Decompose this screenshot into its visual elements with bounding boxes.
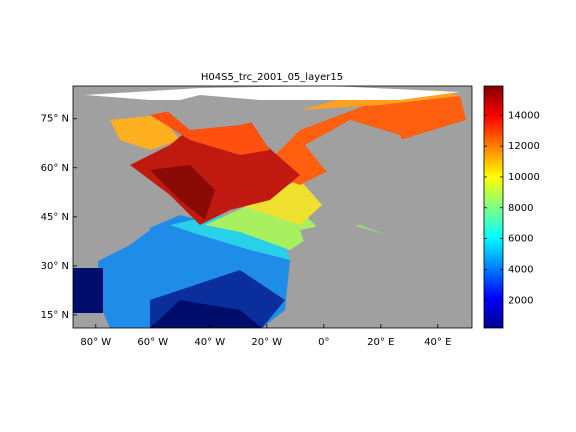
- colorbar-tick-label: 6000: [508, 234, 533, 245]
- x-tick-label: 20° W: [251, 337, 282, 348]
- x-tick-label: 20° E: [367, 337, 394, 348]
- colorbar-tick-label: 2000: [508, 295, 533, 306]
- land: [160, 95, 280, 130]
- land: [73, 130, 150, 275]
- map-frame: [72, 85, 473, 329]
- y-tick-label: 45° N: [41, 212, 69, 223]
- ocean-field: [110, 115, 180, 150]
- colorbar-tick-label: 12000: [508, 141, 540, 152]
- y-tick-label: 30° N: [41, 261, 69, 272]
- colorbar-tick-label: 14000: [508, 110, 540, 121]
- y-tick-label: 60° N: [41, 163, 69, 174]
- colorbar-tick-label: 4000: [508, 264, 533, 275]
- land: [305, 120, 420, 210]
- x-tick-label: 0°: [318, 337, 329, 348]
- y-tick-label: 75° N: [41, 114, 69, 125]
- land: [300, 222, 472, 328]
- ocean-field: [150, 300, 262, 328]
- x-tick-label: 80° W: [80, 337, 111, 348]
- ocean-field: [73, 268, 103, 313]
- map-title: H04S5_trc_2001_05_layer15: [201, 72, 343, 83]
- ice: [85, 86, 460, 100]
- ocean-field: [150, 165, 215, 220]
- x-tick-label: 40° E: [424, 337, 451, 348]
- colorbar: [483, 85, 504, 329]
- x-tick-label: 60° W: [137, 337, 168, 348]
- map-field: [73, 86, 472, 328]
- ocean-field: [240, 180, 322, 225]
- colorbar-tick-label: 10000: [508, 172, 540, 183]
- y-tick-label: 15° N: [41, 310, 69, 321]
- colorbar-tick-label: 8000: [508, 203, 533, 214]
- x-tick-label: 40° W: [194, 337, 225, 348]
